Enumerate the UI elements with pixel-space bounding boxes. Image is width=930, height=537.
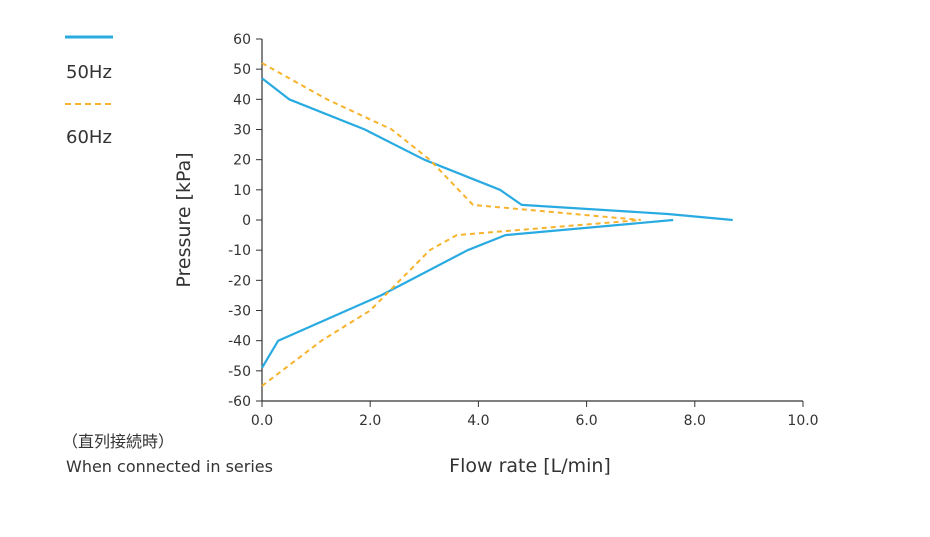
y-tick-label: -50	[228, 364, 251, 380]
y-axis-ticks: 60 50 40 30 20 10 0 -10 -20 -30 -40 -50 -60	[228, 32, 262, 410]
y-tick-label: 10	[233, 183, 251, 199]
y-tick-label: -30	[228, 304, 251, 320]
series-connection-note-en: When connected in series	[66, 457, 273, 476]
series-connection-note-jp: （直列接続時）	[62, 432, 174, 451]
y-tick-label: -10	[228, 243, 251, 259]
legend: 50Hz 60Hz	[65, 35, 113, 148]
x-tick-label: 6.0	[575, 413, 597, 429]
y-tick-label: -40	[228, 334, 251, 350]
x-tick-label: 0.0	[251, 413, 273, 429]
y-axis-title: Pressure [kPa]	[173, 152, 195, 287]
y-tick-label: 20	[233, 153, 251, 169]
series-50hz-line-vacuum	[261, 218, 674, 369]
series-60hz-line-vacuum	[261, 219, 641, 387]
series-60hz-line-pressure	[261, 62, 641, 221]
x-tick-label: 10.0	[787, 413, 818, 429]
y-tick-label: 0	[242, 213, 251, 229]
series-50hz-line-pressure	[261, 77, 733, 222]
axes: 60 50 40 30 20 10 0 -10 -20 -30 -40 -50 -60 0.0 2.0 4.…	[228, 32, 818, 429]
y-tick-label: 30	[233, 123, 251, 139]
legend-label-50hz: 50Hz	[66, 62, 112, 83]
legend-label-60hz: 60Hz	[66, 127, 112, 148]
x-tick-label: 4.0	[467, 413, 489, 429]
x-tick-label: 2.0	[359, 413, 381, 429]
y-tick-label: 60	[233, 32, 251, 48]
y-tick-label: 40	[233, 92, 251, 108]
y-tick-label: -60	[228, 394, 251, 410]
x-tick-label: 8.0	[684, 413, 706, 429]
y-tick-label: -20	[228, 273, 251, 289]
series-layer	[261, 62, 733, 387]
x-axis-title: Flow rate [L/min]	[449, 455, 611, 477]
y-tick-label: 50	[233, 62, 251, 78]
x-axis-ticks: 0.0 2.0 4.0 6.0 8.0 10.0	[251, 401, 819, 429]
